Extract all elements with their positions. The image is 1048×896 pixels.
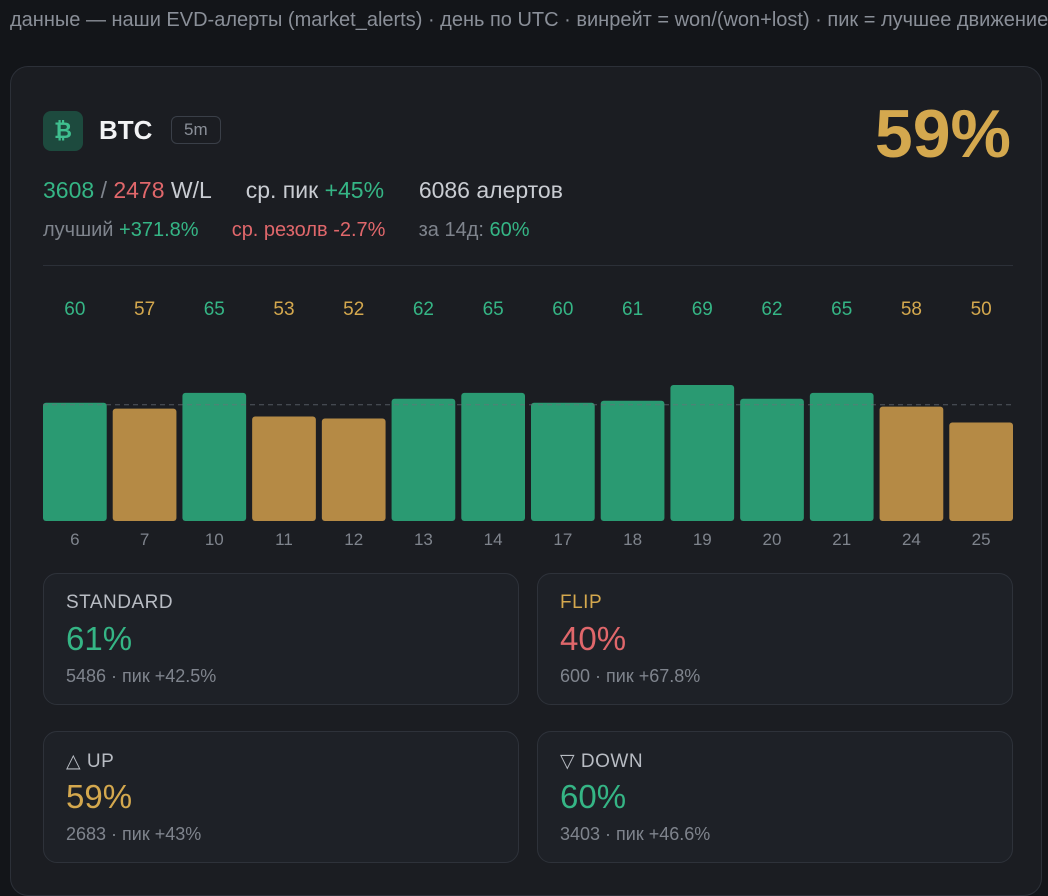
bar-value-label: 65 (831, 299, 852, 320)
bar-day-24 (879, 406, 944, 521)
bar-value-label: 61 (622, 299, 643, 320)
period-value: 60% (489, 219, 530, 241)
x-tick-label: 13 (414, 530, 433, 549)
coin-name: BTC (99, 115, 153, 145)
segment-meta: 600 · пик +67.8% (560, 666, 701, 686)
bar-value-label: 62 (413, 299, 434, 320)
x-tick-label: 7 (140, 530, 149, 549)
bar-day-25 (949, 422, 1013, 521)
segment-label: △ UP (66, 751, 115, 772)
bar-value-label: 65 (483, 299, 504, 320)
x-tick-label: 10 (205, 530, 224, 549)
bitcoin-icon: ₿ (43, 111, 83, 151)
segment-label: STANDARD (66, 592, 174, 613)
bar-day-14 (461, 392, 525, 521)
bar-value-label: 57 (134, 299, 155, 320)
period-label: за 14д: (418, 219, 484, 241)
segment-rate: 60% (560, 778, 627, 815)
daily-winrate-chart: 60 6 57 7 65 10 53 11 52 12 62 13 65 14 60 17 61 18 69 19 62… (43, 299, 1013, 549)
avg-resolve-label: ср. резолв (231, 219, 328, 241)
best-value: +371.8% (119, 219, 199, 241)
wl-separator: / (100, 177, 107, 203)
bar-value-label: 60 (64, 299, 85, 320)
avg-resolve-value: -2.7% (333, 219, 386, 241)
segment-label: FLIP (560, 592, 603, 613)
best-label: лучший (43, 219, 114, 241)
x-tick-label: 24 (902, 530, 921, 549)
segment-rate: 61% (66, 620, 133, 657)
x-tick-label: 21 (832, 530, 851, 549)
bar-day-6 (43, 402, 107, 521)
bar-day-7 (112, 408, 177, 521)
segment-meta: 5486 · пик +42.5% (66, 666, 217, 686)
lost-count: 2478 (113, 177, 165, 203)
avg-peak-value: +45% (324, 177, 385, 203)
wl-label: W/L (170, 177, 211, 203)
summary-stats: 3608 / 2478 W/L ср. пик +45% 6086 алерто… (43, 177, 563, 204)
bar-day-18 (600, 400, 665, 521)
bar-day-10 (182, 392, 247, 521)
x-tick-label: 19 (693, 530, 712, 549)
bar-day-13 (391, 398, 456, 521)
x-tick-label: 6 (70, 530, 79, 549)
bar-day-21 (809, 392, 874, 521)
coin-card: ₿ BTC 5m 59% 3608 / 2478 W/L ср. пик +45… (10, 66, 1042, 896)
bar-day-11 (252, 416, 316, 521)
bar-value-label: 58 (901, 299, 922, 320)
bar-value-label: 69 (692, 299, 713, 320)
bar-day-19 (670, 385, 735, 521)
divider (43, 265, 1013, 266)
x-tick-label: 18 (623, 530, 642, 549)
x-tick-label: 25 (972, 530, 991, 549)
data-source-note: данные — наши EVD-алерты (market_alerts)… (10, 9, 1048, 31)
x-tick-label: 14 (484, 530, 503, 549)
bar-value-label: 52 (343, 299, 364, 320)
secondary-stats: лучший +371.8% ср. резолв -2.7% за 14д: … (43, 219, 530, 242)
overall-winrate: 59% (874, 96, 1011, 172)
bar-day-17 (531, 402, 595, 521)
x-tick-label: 17 (553, 530, 572, 549)
segment-rate: 40% (560, 620, 627, 657)
bar-value-label: 53 (273, 299, 294, 320)
bar-day-12 (321, 418, 386, 521)
segment-meta: 2683 · пик +43% (66, 824, 202, 844)
timeframe-badge: 5m (171, 116, 221, 144)
x-tick-label: 11 (275, 530, 293, 549)
segment-card-down: ▽ DOWN 60% 3403 · пик +46.6% (537, 731, 1013, 863)
segment-rate: 59% (66, 778, 133, 815)
segment-meta: 3403 · пик +46.6% (560, 824, 711, 844)
bar-value-label: 65 (204, 299, 225, 320)
x-tick-label: 20 (763, 530, 782, 549)
bar-value-label: 62 (761, 299, 782, 320)
bar-value-label: 50 (971, 299, 992, 320)
segment-card-flip: FLIP 40% 600 · пик +67.8% (537, 573, 1013, 705)
segment-card-standard: STANDARD 61% 5486 · пик +42.5% (43, 573, 519, 705)
avg-peak-label: ср. пик (245, 177, 319, 203)
bar-day-20 (740, 398, 804, 521)
bar-value-label: 60 (552, 299, 573, 320)
alerts-count: 6086 алертов (418, 177, 563, 203)
x-tick-label: 12 (344, 530, 363, 549)
segment-card-up: △ UP 59% 2683 · пик +43% (43, 731, 519, 863)
segment-label: ▽ DOWN (560, 751, 644, 772)
won-count: 3608 (43, 177, 95, 203)
